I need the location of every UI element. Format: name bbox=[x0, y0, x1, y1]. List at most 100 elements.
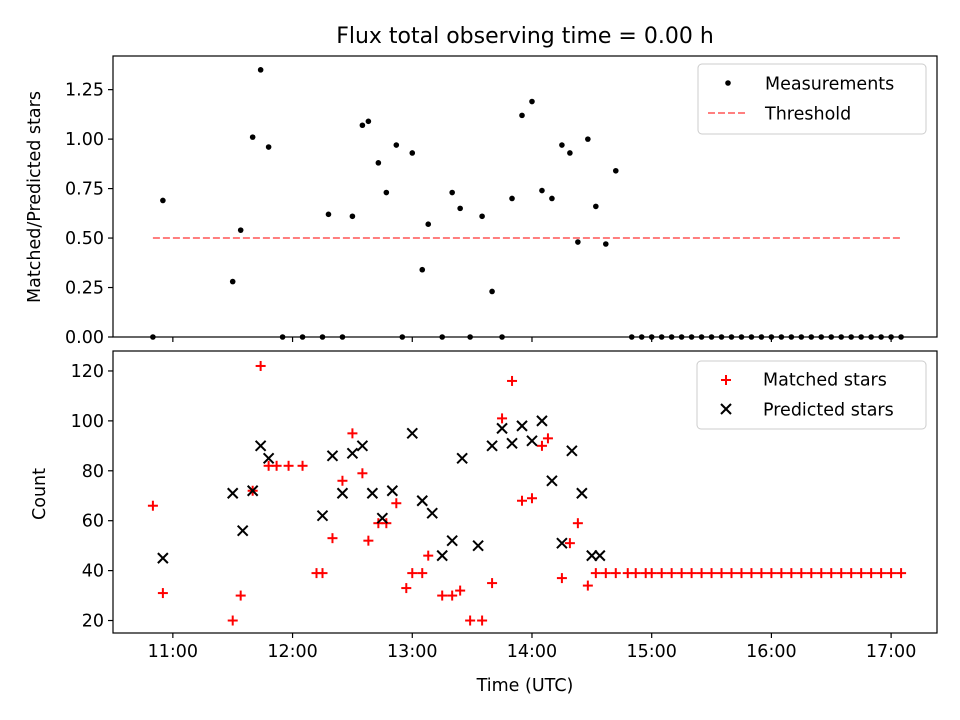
matched-star-marker bbox=[630, 568, 641, 579]
measurement-point bbox=[728, 334, 735, 340]
measurement-point bbox=[319, 334, 326, 340]
top-y-tick-label: 0.25 bbox=[65, 279, 104, 299]
measurement-point bbox=[529, 98, 535, 105]
bottom-y-tick-label: 80 bbox=[82, 462, 104, 482]
measurement-point bbox=[868, 334, 874, 340]
predicted-star-marker bbox=[416, 495, 428, 507]
matched-star-marker bbox=[317, 568, 328, 579]
matched-star-marker bbox=[600, 568, 611, 579]
bottom-y-tick-label: 100 bbox=[71, 412, 104, 432]
measurement-point bbox=[549, 195, 555, 202]
matched-star-marker bbox=[696, 568, 707, 579]
bottom-y-tick-label: 120 bbox=[71, 362, 104, 382]
predicted-star-marker bbox=[446, 534, 458, 547]
matched-star-marker bbox=[590, 568, 601, 579]
top-y-tick-label: 1.25 bbox=[65, 81, 104, 101]
legend-label-matched-stars: Matched stars bbox=[763, 371, 887, 391]
measurement-point bbox=[509, 195, 515, 202]
predicted-star-marker bbox=[227, 487, 239, 499]
matched-star-marker bbox=[255, 360, 266, 371]
matched-star-marker bbox=[866, 568, 877, 579]
predicted-star-marker bbox=[326, 450, 339, 462]
bottom-x-tick-label: 12:00 bbox=[267, 642, 317, 662]
measurement-point bbox=[758, 334, 765, 340]
legend-label-predicted-stars: Predicted stars bbox=[763, 401, 894, 421]
matched-star-marker bbox=[716, 568, 727, 579]
predicted-star-marker bbox=[486, 440, 498, 452]
matched-star-marker bbox=[487, 578, 498, 589]
matched-star-marker bbox=[455, 585, 466, 596]
measurement-point bbox=[229, 278, 236, 285]
predicted-star-marker bbox=[254, 440, 267, 452]
matched-star-marker bbox=[556, 573, 567, 584]
predicted-star-marker bbox=[236, 524, 249, 537]
matched-star-marker bbox=[610, 568, 621, 579]
matched-star-marker bbox=[391, 498, 402, 509]
measurement-point bbox=[575, 239, 581, 245]
matched-star-marker bbox=[363, 535, 374, 546]
measurement-point bbox=[585, 136, 591, 142]
matched-star-marker bbox=[746, 568, 757, 579]
predicted-star-marker bbox=[536, 415, 548, 427]
matched-star-marker bbox=[227, 615, 238, 626]
matched-star-marker bbox=[447, 590, 458, 601]
predicted-star-marker bbox=[366, 487, 379, 499]
predicted-star-marker bbox=[506, 437, 518, 450]
bottom-panel: Count Time (UTC) 11:00 12:00 13:00 14:00 15:… bbox=[30, 350, 938, 696]
legend-label-measurements: Measurements bbox=[765, 75, 894, 95]
predicted-star-marker bbox=[472, 539, 484, 552]
measurement-point bbox=[658, 334, 665, 340]
bottom-x-tick-label: 14:00 bbox=[507, 642, 557, 662]
matched-star-marker bbox=[401, 583, 412, 594]
predicted-star-marker bbox=[556, 537, 568, 549]
top-y-tick-label: 0.50 bbox=[65, 229, 104, 249]
series-predicted-stars bbox=[157, 415, 606, 564]
top-legend-box bbox=[697, 63, 927, 135]
matched-star-marker bbox=[796, 568, 807, 579]
matched-star-marker bbox=[736, 568, 747, 579]
matched-star-marker bbox=[507, 375, 518, 386]
bottom-x-tick-label: 17:00 bbox=[866, 642, 916, 662]
top-y-tick-label: 1.00 bbox=[65, 130, 104, 150]
measurement-point bbox=[567, 150, 573, 156]
measurement-point bbox=[279, 334, 286, 340]
predicted-star-marker bbox=[386, 485, 399, 497]
measurement-point bbox=[467, 334, 473, 340]
matched-star-marker bbox=[656, 568, 667, 579]
measurement-point bbox=[648, 334, 655, 340]
measurement-point bbox=[249, 134, 256, 140]
matched-star-marker bbox=[572, 518, 583, 529]
matched-star-marker bbox=[357, 468, 368, 479]
predicted-star-marker bbox=[526, 435, 538, 447]
matched-star-marker bbox=[856, 568, 867, 579]
series-matched-stars bbox=[147, 360, 907, 626]
measurement-point bbox=[678, 334, 685, 340]
legend-label-threshold: Threshold bbox=[764, 105, 851, 125]
legend-marker-measurements bbox=[725, 80, 731, 86]
measurement-point bbox=[409, 150, 416, 156]
measurement-point bbox=[539, 187, 545, 194]
matched-star-marker bbox=[465, 615, 476, 626]
measurement-point bbox=[349, 213, 356, 220]
matched-star-marker bbox=[327, 533, 338, 544]
bottom-x-tick-label: 13:00 bbox=[387, 642, 437, 662]
bottom-x-tick-label: 16:00 bbox=[746, 642, 796, 662]
measurement-point bbox=[419, 266, 426, 273]
matched-star-marker bbox=[766, 568, 777, 579]
measurement-point bbox=[425, 221, 432, 228]
measurement-point bbox=[457, 205, 463, 212]
predicted-star-marker bbox=[346, 447, 359, 460]
measurement-point bbox=[878, 334, 884, 340]
matched-star-marker bbox=[846, 568, 857, 579]
measurement-point bbox=[808, 334, 815, 340]
bottom-plot-area: 11:00 12:00 13:00 14:00 15:00 16:00 17:00 20 40 6… bbox=[71, 350, 938, 662]
measurement-point bbox=[688, 334, 695, 340]
predicted-star-marker bbox=[376, 512, 389, 524]
matched-star-marker bbox=[896, 568, 907, 579]
measurement-point bbox=[848, 334, 855, 340]
matched-star-marker bbox=[497, 413, 508, 424]
top-panel: Flux total observing time = 0.00 h Match… bbox=[25, 24, 938, 348]
predicted-star-marker bbox=[566, 445, 578, 457]
matched-star-marker bbox=[826, 568, 837, 579]
